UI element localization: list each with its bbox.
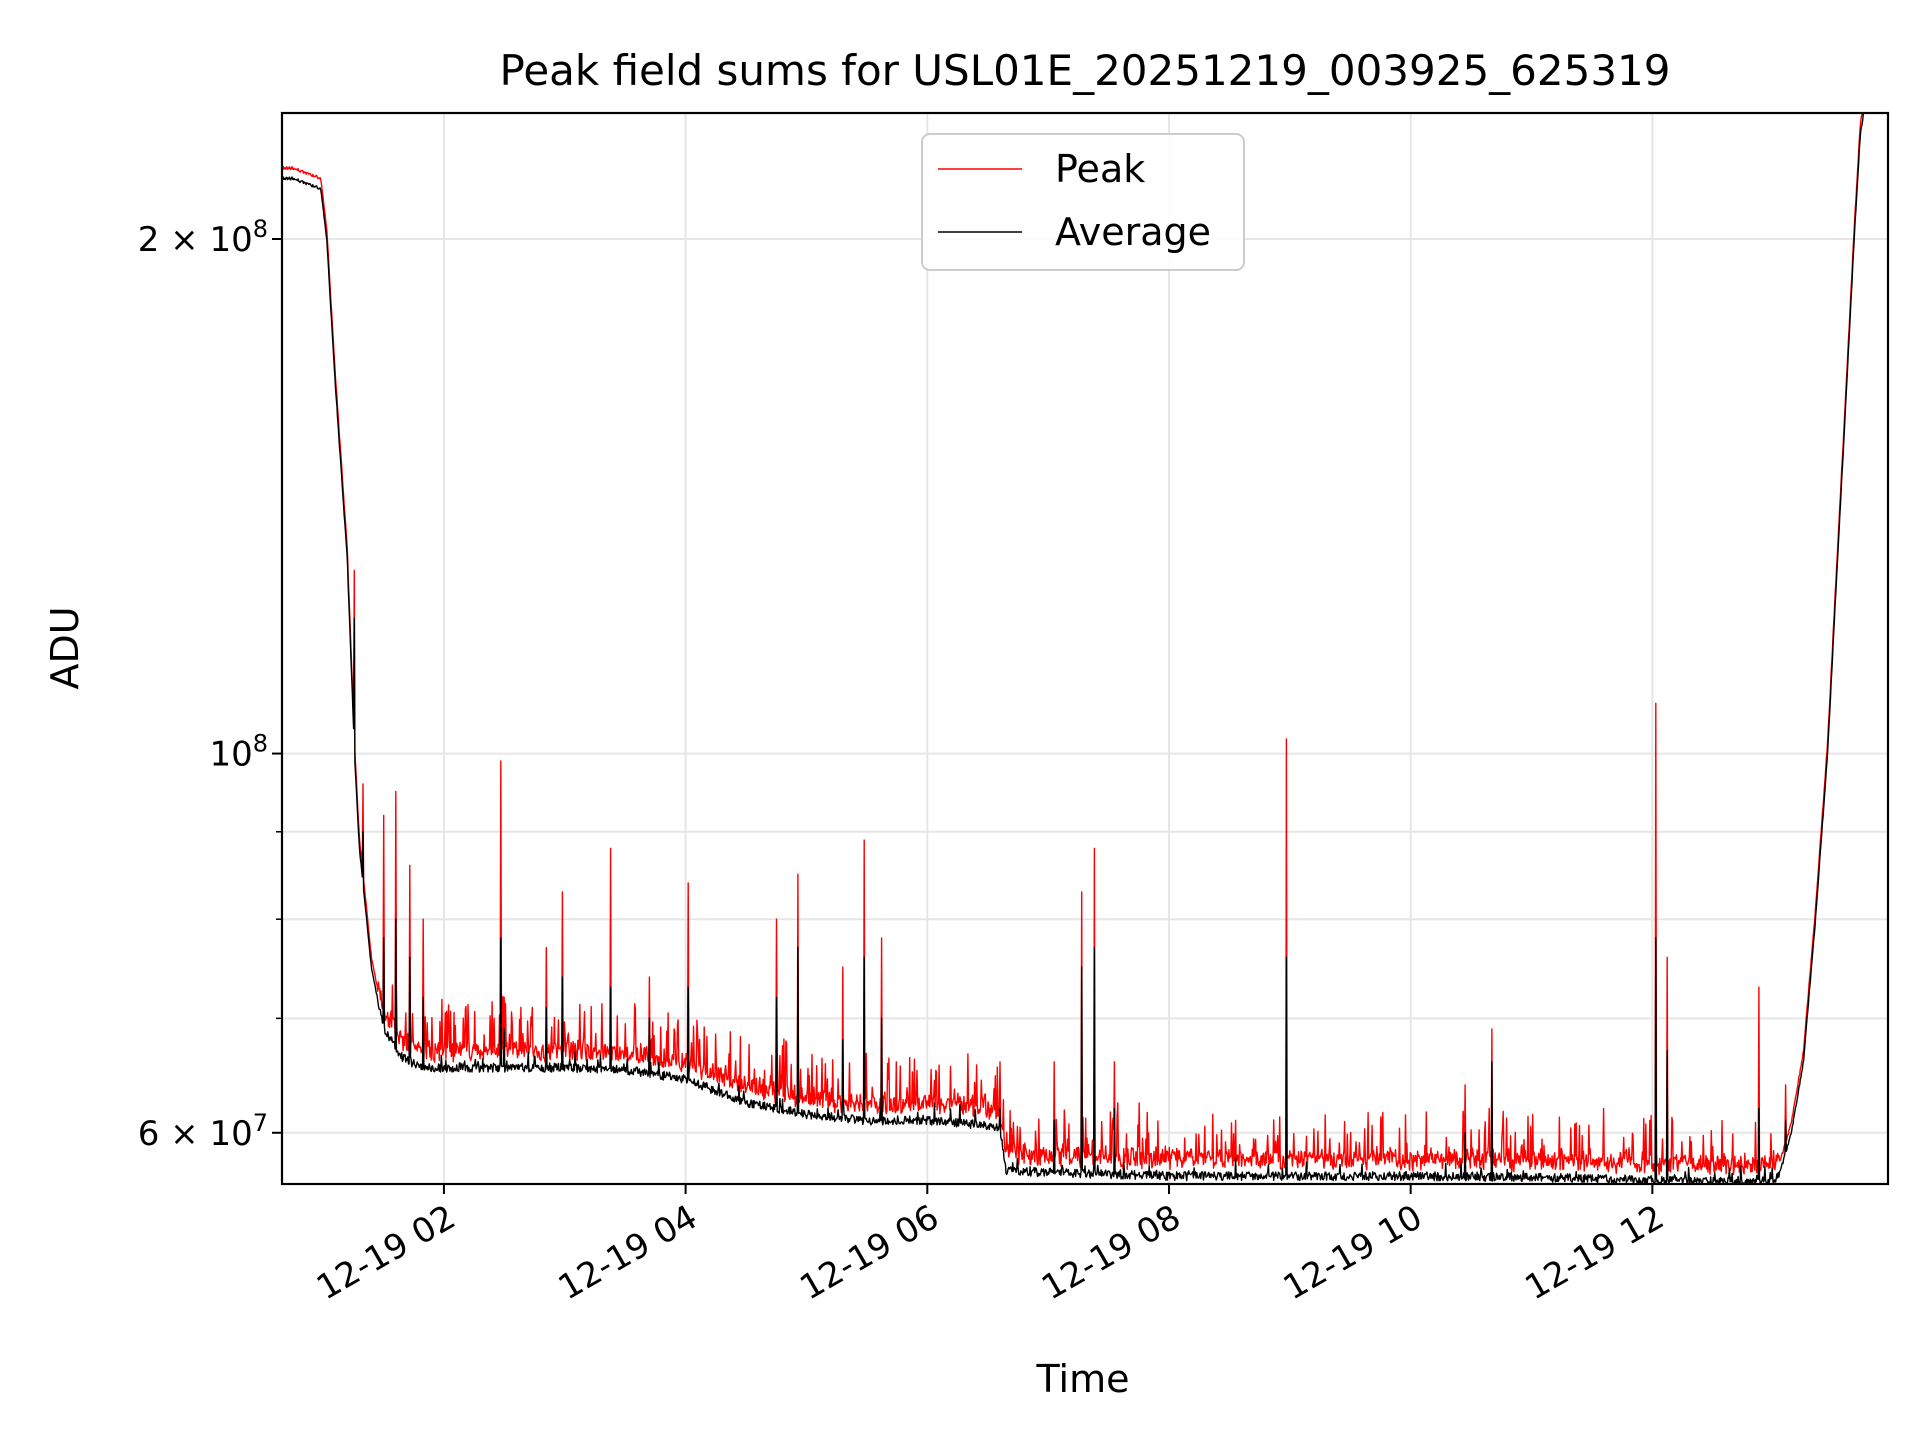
y-axis-label: ADU xyxy=(43,606,87,689)
chart-title: Peak field sums for USL01E_20251219_0039… xyxy=(499,46,1670,95)
legend-label-average: Average xyxy=(1055,210,1211,254)
y-tick-label: 6 × 107 xyxy=(138,1109,268,1154)
y-tick-label: 2 × 108 xyxy=(138,215,268,260)
plot-data xyxy=(282,113,1888,1184)
y-tick-label: 108 xyxy=(209,730,268,775)
x-axis-label: Time xyxy=(1036,1357,1130,1401)
legend-label-peak: Peak xyxy=(1055,147,1145,191)
legend: Peak Average xyxy=(921,133,1245,271)
plot-frame xyxy=(280,111,1890,1186)
series-line-average xyxy=(282,113,1888,1184)
series-line-peak xyxy=(282,113,1888,1176)
legend-box xyxy=(921,133,1245,271)
